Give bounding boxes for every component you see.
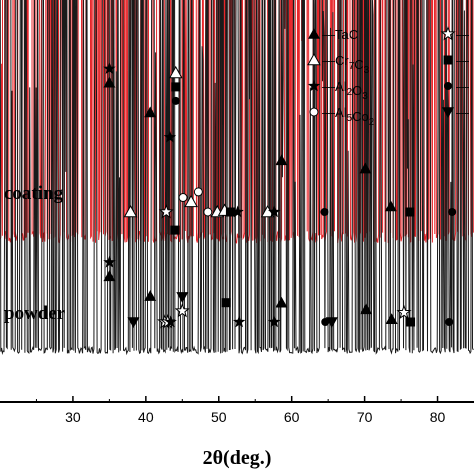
peak-marker-star-powder bbox=[164, 315, 177, 328]
legend-label: — bbox=[456, 27, 469, 42]
peak-marker-square-coating bbox=[171, 82, 181, 92]
peak-marker-triangle-powder bbox=[360, 303, 373, 315]
legend-symbol-triangle bbox=[308, 28, 320, 39]
peak-marker-star-powder bbox=[103, 255, 116, 268]
legend-text-part: Co bbox=[352, 109, 369, 124]
peak-marker-triangle-coating bbox=[384, 200, 397, 212]
legend-symbol-square bbox=[443, 55, 453, 65]
x-tick-label-70: 70 bbox=[357, 409, 373, 425]
legend-text-part: — bbox=[456, 27, 469, 42]
peak-marker-circle-powder bbox=[445, 318, 454, 326]
legend-symbol-star bbox=[307, 79, 321, 92]
peak-marker-open-star-powder bbox=[174, 302, 190, 318]
legend-symbol-open-triangle bbox=[307, 52, 321, 66]
peak-marker-open-triangle-coating bbox=[184, 194, 198, 208]
legend-symbol-open-star bbox=[440, 26, 456, 41]
peak-marker-triangle-coating bbox=[359, 162, 372, 174]
peak-marker-open-circle-coating bbox=[193, 187, 203, 197]
legend-text-part: C bbox=[354, 57, 363, 72]
peak-marker-triangle-coating bbox=[144, 106, 157, 118]
axis-layer: 30 40 50 60 70 80 bbox=[0, 396, 474, 425]
peak-marker-circle-coating bbox=[320, 208, 329, 216]
legend-subscript: 2 bbox=[347, 87, 353, 98]
legend-label: — bbox=[456, 53, 469, 68]
peak-marker-star-powder bbox=[233, 315, 246, 328]
series-powder bbox=[0, 0, 474, 356]
peak-marker-triangle-powder bbox=[103, 270, 116, 282]
peak-marker-star-coating bbox=[163, 130, 177, 143]
peak-marker-square-powder bbox=[221, 298, 231, 308]
legend-subscript: 5 bbox=[347, 113, 353, 124]
peak-marker-star-coating bbox=[103, 62, 116, 74]
sample-label-coating: coating bbox=[4, 183, 64, 204]
x-tick-label-50: 50 bbox=[211, 409, 227, 425]
peak-marker-open-triangle-coating bbox=[123, 204, 138, 218]
x-tick-label-30: 30 bbox=[65, 409, 81, 425]
legend-text-part: — bbox=[456, 105, 469, 120]
legend-label: —TaC bbox=[322, 27, 358, 42]
series-coating bbox=[0, 0, 474, 245]
legend-label: —Al5Co2 bbox=[322, 105, 375, 128]
peak-marker-inverted-triangle-powder bbox=[325, 317, 338, 328]
legend-text-part: —TaC bbox=[322, 27, 358, 42]
peak-marker-square-powder bbox=[406, 317, 416, 327]
peak-marker-star-coating bbox=[268, 205, 281, 218]
peak-marker-open-star-powder bbox=[396, 304, 412, 320]
legend-symbol-open-circle bbox=[309, 107, 319, 117]
peak-marker-triangle-coating bbox=[275, 154, 288, 166]
x-tick-label-60: 60 bbox=[284, 409, 300, 425]
peak-marker-triangle-powder bbox=[385, 313, 398, 324]
peak-marker-open-circle-coating bbox=[178, 193, 188, 203]
legend-subscript: 3 bbox=[364, 65, 370, 76]
legend-label: — bbox=[456, 79, 469, 94]
legend-text-part: — bbox=[456, 53, 469, 68]
peak-marker-square-powder bbox=[170, 225, 180, 235]
legend-label: —Al2O3 bbox=[322, 79, 368, 102]
peak-marker-open-circle-coating bbox=[203, 207, 213, 217]
peak-marker-star-coating bbox=[231, 205, 244, 218]
peak-marker-inverted-triangle-powder bbox=[127, 317, 140, 328]
annotation-layer bbox=[103, 62, 457, 329]
sample-label-powder: powder bbox=[4, 303, 66, 324]
peak-marker-circle-coating bbox=[171, 96, 180, 105]
legend-label: —Cr7C3 bbox=[322, 53, 370, 76]
legend: —TaC ——Cr7C3——Al2O3——Al5Co2— bbox=[307, 26, 469, 128]
peak-marker-triangle-coating bbox=[103, 76, 116, 88]
legend-text-part: —Al bbox=[322, 79, 347, 94]
legend-text-part: —Cr bbox=[322, 53, 349, 68]
peak-marker-open-triangle-coating bbox=[168, 65, 183, 79]
legend-symbol-circle bbox=[444, 82, 452, 90]
x-tick-label-80: 80 bbox=[430, 409, 446, 425]
peak-marker-triangle-powder bbox=[275, 296, 288, 308]
legend-subscript: 3 bbox=[362, 91, 368, 102]
peak-marker-star-powder bbox=[268, 315, 281, 328]
peak-marker-triangle-powder bbox=[144, 290, 157, 301]
x-tick-label-40: 40 bbox=[138, 409, 154, 425]
legend-subscript: 7 bbox=[349, 61, 355, 72]
peak-marker-open-star-coating bbox=[158, 204, 174, 219]
legend-label: — bbox=[456, 105, 469, 120]
legend-subscript: 2 bbox=[369, 117, 375, 128]
series-layer bbox=[0, 0, 474, 356]
legend-symbol-inverted-triangle bbox=[442, 107, 454, 118]
peak-marker-inverted-triangle-powder bbox=[176, 292, 189, 303]
legend-text-part: O bbox=[352, 83, 362, 98]
peak-marker-square-coating bbox=[225, 207, 235, 217]
x-axis-title: 2θ(deg.) bbox=[203, 447, 272, 469]
peak-marker-square-coating bbox=[405, 207, 415, 217]
legend-text-part: — bbox=[456, 79, 469, 94]
peak-marker-circle-powder bbox=[321, 318, 330, 326]
peak-marker-circle-coating bbox=[448, 208, 457, 216]
legend-text-part: —Al bbox=[322, 105, 347, 120]
